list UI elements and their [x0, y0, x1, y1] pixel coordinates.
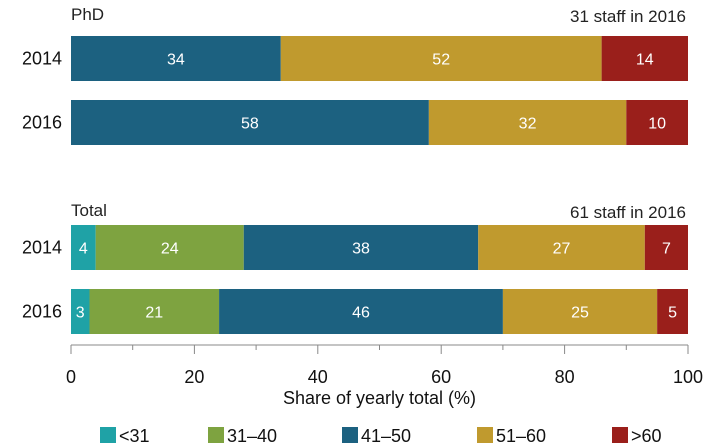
data-label-total-2016-0: 3	[76, 305, 85, 322]
data-label-phd-2016-3: 32	[519, 116, 537, 133]
legend-label-4: >60	[631, 426, 662, 446]
data-label-phd-2016-4: 10	[648, 116, 666, 133]
data-label-total-2014-2: 38	[352, 241, 370, 258]
data-label-total-2016-4: 5	[668, 305, 677, 322]
row-label-2014: 2014	[22, 49, 62, 69]
bar-segment-phd-2014-4	[601, 36, 688, 81]
legend-swatch-3	[477, 427, 493, 443]
row-label-2016: 2016	[22, 302, 62, 322]
bar-segment-phd-2014-3	[280, 36, 602, 81]
legend-label-2: 41–50	[361, 426, 411, 446]
data-label-total-2016-1: 21	[145, 305, 163, 322]
data-label-phd-2014-3: 52	[432, 52, 450, 69]
panel-note-phd: 31 staff in 2016	[570, 7, 686, 26]
data-label-phd-2016-2: 58	[241, 116, 259, 133]
data-label-phd-2014-2: 34	[167, 52, 185, 69]
bar-segment-total-2016-4	[657, 289, 688, 334]
bar-segment-total-2014-0	[71, 225, 96, 270]
bar-segment-phd-2014-2	[71, 36, 281, 81]
bar-segment-total-2016-1	[89, 289, 220, 334]
bar-segment-total-2016-2	[219, 289, 503, 334]
legend-swatch-4	[612, 427, 628, 443]
panel-title-total: Total	[71, 201, 107, 220]
x-tick-label-100: 100	[673, 367, 703, 387]
row-label-2014: 2014	[22, 238, 62, 258]
bar-segment-total-2014-2	[243, 225, 479, 270]
x-tick-label-20: 20	[184, 367, 204, 387]
bar-segment-phd-2016-2	[71, 100, 429, 145]
legend-swatch-0	[100, 427, 116, 443]
x-axis-title: Share of yearly total (%)	[283, 388, 476, 408]
legend-swatch-2	[342, 427, 358, 443]
legend-label-0: <31	[119, 426, 150, 446]
data-label-total-2016-3: 25	[571, 305, 589, 322]
x-tick-label-60: 60	[431, 367, 451, 387]
x-tick-label-0: 0	[66, 367, 76, 387]
data-label-phd-2014-4: 14	[636, 52, 654, 69]
panel-note-total: 61 staff in 2016	[570, 203, 686, 222]
bar-segment-total-2016-3	[502, 289, 658, 334]
panel-title-phd: PhD	[71, 5, 104, 24]
bar-segment-total-2014-1	[95, 225, 244, 270]
data-label-total-2014-1: 24	[161, 241, 179, 258]
x-tick-label-80: 80	[555, 367, 575, 387]
row-label-2016: 2016	[22, 113, 62, 133]
bar-segment-total-2016-0	[71, 289, 90, 334]
x-tick-label-40: 40	[308, 367, 328, 387]
data-label-total-2014-0: 4	[79, 241, 88, 258]
legend-label-3: 51–60	[496, 426, 546, 446]
legend-swatch-1	[208, 427, 224, 443]
data-label-total-2014-3: 27	[553, 241, 571, 258]
bar-segment-total-2014-3	[478, 225, 645, 270]
bar-segment-phd-2016-3	[428, 100, 627, 145]
legend-label-1: 31–40	[227, 426, 277, 446]
data-label-total-2016-2: 46	[352, 305, 370, 322]
data-label-total-2014-4: 7	[662, 241, 671, 258]
bar-segment-total-2014-4	[644, 225, 688, 270]
bar-segment-phd-2016-4	[626, 100, 688, 145]
